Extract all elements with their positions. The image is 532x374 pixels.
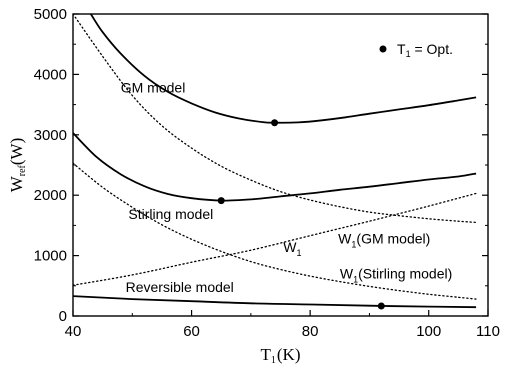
x-tick-label: 100 [416, 323, 441, 340]
series-line [73, 132, 477, 202]
x-tick-label: 80 [302, 323, 319, 340]
y-tick-label: 3000 [34, 127, 67, 144]
series-line [73, 14, 477, 224]
y-tick-label: 5000 [34, 6, 67, 23]
x-axis-ticks: 40 60 80 100 110 [65, 310, 500, 340]
optimum-points [217, 119, 385, 310]
series-annotation: W1(Stirling model) [340, 266, 452, 285]
legend-label: T1 = Opt. [397, 41, 453, 59]
series-annotation: W1 [283, 239, 301, 258]
series-annotation: GM model [121, 80, 186, 96]
series-annotation: Stirling model [128, 206, 213, 222]
annotations: GM model Stirling model Reversible model W1… [121, 80, 453, 295]
series-annotation: Reversible model [126, 279, 234, 295]
legend-marker [379, 45, 387, 53]
y-tick-label: 0 [59, 308, 67, 325]
plot-area: 40 60 80 100 110 0 1000 2000 3000 4000 5000 GM mo… [34, 6, 500, 340]
y-axis-ticks: 0 1000 2000 3000 4000 5000 [34, 6, 488, 325]
y-tick-label: 2000 [34, 187, 67, 204]
series-line [73, 192, 477, 286]
optimum-point [271, 119, 279, 127]
y-tick-label: 4000 [34, 66, 67, 83]
series-line [73, 295, 477, 309]
series-line [90, 14, 477, 124]
series-annotation: W1(GM model) [338, 231, 430, 250]
series-layer [73, 14, 477, 309]
x-tick-label: 60 [183, 323, 200, 340]
x-axis-label: T1(K) [261, 345, 301, 366]
y-tick-label: 1000 [34, 248, 67, 265]
series-line [73, 162, 477, 300]
x-tick-label: 110 [476, 323, 500, 340]
legend: T1 = Opt. [379, 41, 453, 59]
x-tick-label: 40 [65, 323, 82, 340]
y-axis-label: Wref(W) [7, 138, 28, 193]
optimum-point [217, 197, 225, 205]
optimum-point [377, 302, 385, 310]
